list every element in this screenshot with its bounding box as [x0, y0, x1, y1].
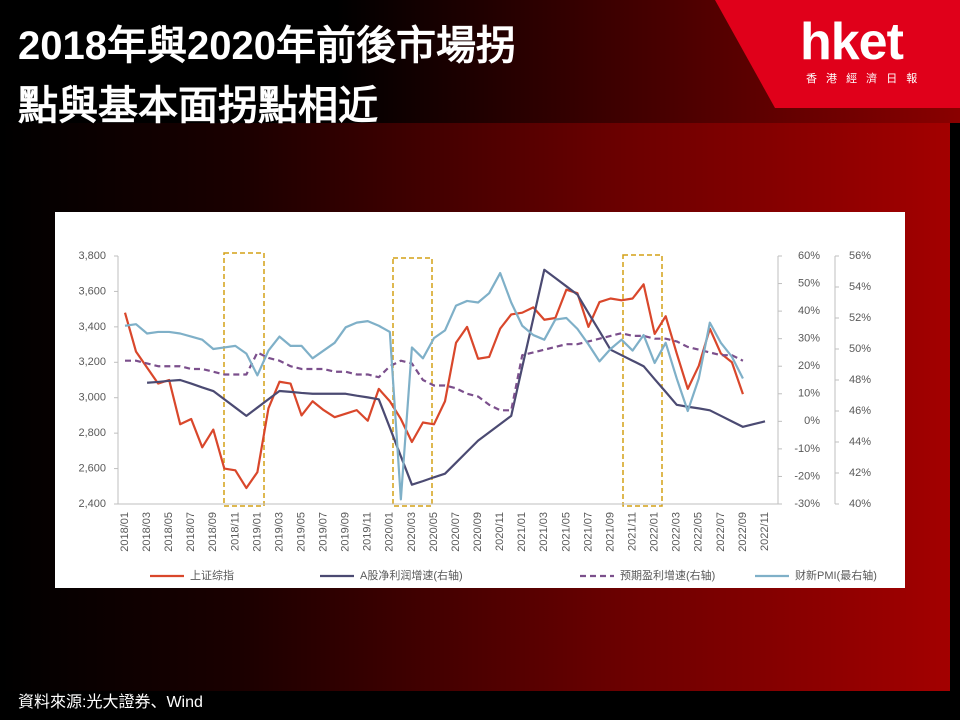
x-tick-label: 2018/11: [229, 512, 241, 551]
y-tick-label: 3,600: [78, 285, 106, 297]
y-tick-label: 2,800: [78, 427, 106, 439]
x-tick-label: 2022/11: [759, 512, 771, 551]
x-tick-label: 2021/09: [604, 512, 616, 552]
x-tick-label: 2020/11: [494, 512, 506, 551]
y2-tick-label: 50%: [798, 277, 820, 289]
series-line: [146, 268, 766, 486]
y3-tick-label: 42%: [849, 467, 871, 479]
y2-tick-label: -30%: [794, 498, 820, 510]
x-tick-label: 2019/01: [251, 512, 263, 552]
x-tick-label: 2018/05: [163, 512, 175, 552]
y3-tick-label: 50%: [849, 343, 871, 355]
x-tick-label: 2019/11: [362, 512, 374, 551]
x-tick-label: 2021/05: [560, 512, 572, 552]
chart: 2,400 2,600 2,800 3,000 3,200 3,400 3,600 3,800…: [78, 250, 877, 582]
x-tick-label: 2022/05: [693, 512, 705, 552]
highlight-box: [223, 252, 265, 507]
y-tick-label: 3,800: [78, 250, 106, 262]
x-tick-label: 2019/07: [318, 512, 330, 552]
x-tick-label: 2018/07: [185, 512, 197, 552]
y2-tick-label: 30%: [798, 333, 820, 345]
legend-label: 上证综指: [190, 568, 234, 582]
highlight-boxes: [223, 252, 663, 507]
y-tick-label: 2,600: [78, 462, 106, 474]
y3-tick-label: 40%: [849, 498, 871, 510]
y-tick-label: 3,400: [78, 321, 106, 333]
y2-tick-label: -10%: [794, 443, 820, 455]
logo-background: [715, 0, 960, 108]
y-tick-label: 3,200: [78, 356, 106, 368]
y3-tick-label: 48%: [849, 374, 871, 386]
x-tick-label: 2018/03: [141, 512, 153, 552]
x-tick-label: 2020/07: [450, 512, 462, 552]
x-tick-label: 2019/05: [295, 512, 307, 552]
y2-tick-label: 40%: [798, 305, 820, 317]
y2-tick-label: 10%: [798, 388, 820, 400]
logo-subtitle: 香 港 經 濟 日 報: [806, 73, 921, 85]
x-tick-label: 2021/03: [538, 512, 550, 552]
x-tick-label: 2020/03: [406, 512, 418, 552]
legend-label: A股净利润增速(右轴): [360, 568, 463, 582]
x-tick-label: 2021/01: [516, 512, 528, 552]
y2-tick-label: 20%: [798, 360, 820, 372]
x-tick-label: 2022/09: [737, 512, 749, 552]
title-line: 點與基本面拐點相近: [18, 84, 378, 128]
y3-tick-label: 52%: [849, 312, 871, 324]
legend-label: 财新PMI(最右轴): [795, 568, 877, 582]
chart-box: 2,400 2,600 2,800 3,000 3,200 3,400 3,600 3,800…: [55, 212, 905, 588]
x-tick-label: 2020/05: [428, 512, 440, 552]
x-tick-label: 2021/07: [582, 512, 594, 552]
x-tick-label: 2018/01: [119, 512, 131, 552]
y3-tick-label: 54%: [849, 281, 871, 293]
x-tick-label: 2021/11: [626, 512, 638, 551]
series-line: [125, 332, 744, 412]
y2-tick-label: -20%: [794, 470, 820, 482]
logo-text: hket: [800, 13, 904, 71]
y2-tick-label: 60%: [798, 250, 820, 262]
x-tick-label: 2022/03: [671, 512, 683, 552]
y3-tick-label: 46%: [849, 405, 871, 417]
x-tick-label: 2019/03: [273, 512, 285, 552]
y-tick-label: 2,400: [78, 498, 106, 510]
highlight-box: [622, 254, 663, 507]
x-tick-label: 2020/01: [384, 512, 396, 552]
x-tick-label: 2022/07: [715, 512, 727, 552]
y3-tick-label: 56%: [849, 250, 871, 262]
x-tick-label: 2020/09: [472, 512, 484, 552]
y2-tick-label: 0%: [804, 415, 820, 427]
x-tick-label: 2022/01: [649, 512, 661, 552]
x-tick-label: 2018/09: [207, 512, 219, 552]
series-line: [123, 283, 744, 490]
source-note: 資料來源:光大證券、Wind: [18, 694, 203, 711]
series-line: [124, 271, 744, 501]
logo-shape: [715, 0, 960, 108]
legend-label: 预期盈利增速(右轴): [620, 568, 715, 582]
x-tick-label: 2019/09: [340, 512, 352, 552]
y-tick-label: 3,000: [78, 392, 106, 404]
title-line: 2018年與2020年前後市場拐: [18, 24, 516, 68]
y3-tick-label: 44%: [849, 436, 871, 448]
